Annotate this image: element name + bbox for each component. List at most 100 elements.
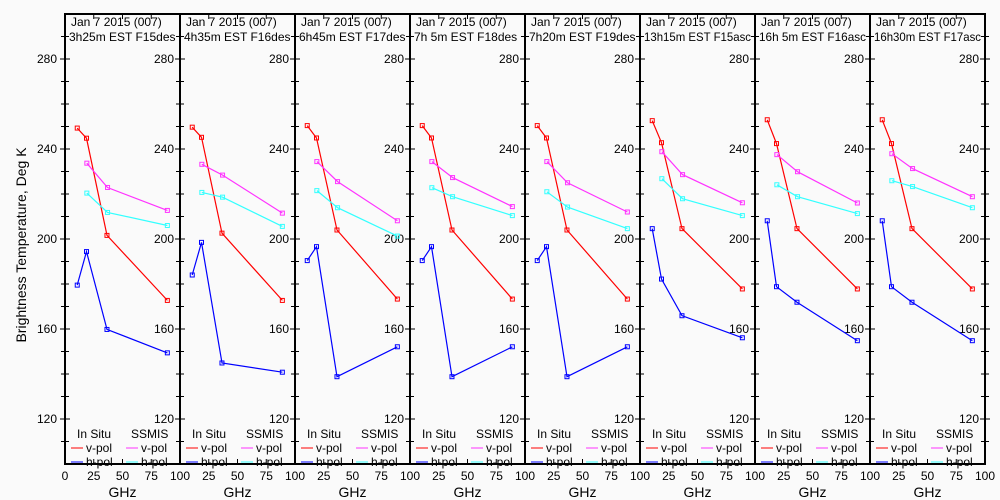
data-point xyxy=(314,244,320,250)
x-axis-label: GHz xyxy=(339,484,367,500)
data-point xyxy=(774,152,780,158)
series-line-ssmis-h-pol xyxy=(86,192,168,227)
data-point xyxy=(969,338,975,344)
data-point xyxy=(889,151,895,157)
data-point xyxy=(334,374,340,380)
panel-1: 0 25 50 75 100 GHz 120 120 160 160 200 200 240 240 280… xyxy=(37,13,190,500)
panel-5: 25 50 75 100 GHz 120 160 200 240 280 Jan 7 2015 (0… xyxy=(524,13,650,500)
legend-label: v-pol xyxy=(316,441,342,455)
y-tick-label: 160 xyxy=(269,322,289,336)
legend-header-ssmis: SSMIS xyxy=(706,427,743,441)
y-tick-label: 280 xyxy=(154,52,174,66)
data-point xyxy=(624,296,630,302)
series-line-ssmis-v-pol xyxy=(546,161,628,213)
x-tick-label: 50 xyxy=(116,469,130,483)
x-tick-label: 75 xyxy=(950,469,964,483)
legend-label: h-pol xyxy=(891,455,918,469)
legend-label: h-pol xyxy=(716,455,743,469)
series-line-ssmis-v-pol xyxy=(891,153,973,198)
y-tick-label: 160 xyxy=(499,322,519,336)
legend-label: v-pol xyxy=(776,441,802,455)
data-point xyxy=(419,123,425,129)
series-line-ssmis-h-pol xyxy=(201,191,283,227)
panel-title-time: 7h 5m EST F18des xyxy=(414,30,517,44)
series-line-in-situ-v-pol xyxy=(421,125,513,300)
y-tick-label: 120 xyxy=(729,412,749,426)
legend-label: h-pol xyxy=(141,455,168,469)
data-point xyxy=(969,194,975,200)
data-point xyxy=(764,117,770,123)
series-line-in-situ-h-pol xyxy=(191,242,283,373)
panel-title-date: Jan 7 2015 (007) xyxy=(876,15,967,29)
data-point xyxy=(509,296,515,302)
data-point xyxy=(795,169,801,175)
data-point xyxy=(105,184,111,190)
panel-title-date: Jan 7 2015 (007) xyxy=(186,15,277,29)
data-point xyxy=(449,227,455,233)
y-tick-label: 280 xyxy=(614,52,634,66)
series-line-in-situ-h-pol xyxy=(421,245,513,378)
y-tick-label: 280 xyxy=(729,52,749,66)
y-tick-label: 280 xyxy=(844,52,864,66)
legend-label: v-pol xyxy=(716,441,742,455)
data-point xyxy=(450,175,456,181)
legend-label: v-pol xyxy=(831,441,857,455)
data-point xyxy=(84,135,90,141)
y-tick-label: 240 xyxy=(959,142,979,156)
data-point xyxy=(335,179,341,185)
y-tick-label: 120 xyxy=(499,412,519,426)
data-point xyxy=(279,297,285,303)
y-tick-label: 200 xyxy=(499,232,519,246)
y-tick-label: 200 xyxy=(269,232,289,246)
y-tick-label: 160 xyxy=(154,322,174,336)
y-tick-label: 240 xyxy=(844,142,864,156)
data-point xyxy=(509,204,515,210)
legend-label: h-pol xyxy=(776,455,803,469)
y-tick-label: 120 xyxy=(37,412,57,426)
x-tick-label: 25 xyxy=(317,469,331,483)
series-line-in-situ-v-pol xyxy=(76,127,168,301)
legend-label: h-pol xyxy=(316,455,343,469)
panel-title-date: Jan 7 2015 (007) xyxy=(531,15,622,29)
legend-label: h-pol xyxy=(86,455,113,469)
data-point xyxy=(74,125,80,131)
data-point xyxy=(649,118,655,124)
data-point xyxy=(764,218,770,224)
x-tick-label: 75 xyxy=(490,469,504,483)
legend-label: v-pol xyxy=(661,441,687,455)
data-point xyxy=(854,286,860,292)
y-tick-label: 280 xyxy=(269,52,289,66)
data-point xyxy=(544,159,550,165)
legend-header-insitu: In Situ xyxy=(767,427,801,441)
y-tick-label: 240 xyxy=(37,142,57,156)
legend-label: h-pol xyxy=(431,455,458,469)
data-point xyxy=(304,123,310,129)
legend-label: v-pol xyxy=(86,441,112,455)
data-point xyxy=(164,207,170,213)
x-tick-label: 100 xyxy=(285,469,305,483)
series-line-ssmis-h-pol xyxy=(316,190,398,237)
legend-header-insitu: In Situ xyxy=(307,427,341,441)
legend-header-insitu: In Situ xyxy=(537,427,571,441)
data-point xyxy=(659,176,665,182)
data-point xyxy=(879,218,885,224)
data-point xyxy=(164,350,170,356)
data-point xyxy=(104,232,110,238)
x-tick-label: 25 xyxy=(662,469,676,483)
data-point xyxy=(394,296,400,302)
data-point xyxy=(105,209,111,215)
data-point xyxy=(624,209,630,215)
data-point xyxy=(854,211,860,217)
data-point xyxy=(220,194,226,200)
series-line-in-situ-h-pol xyxy=(76,249,168,354)
data-point xyxy=(304,258,310,264)
x-axis-label: GHz xyxy=(914,484,942,500)
x-axis-label: GHz xyxy=(684,484,712,500)
legend-label: h-pol xyxy=(201,455,228,469)
data-point xyxy=(565,180,571,186)
data-point xyxy=(314,159,320,165)
x-tick-label: 100 xyxy=(630,469,650,483)
legend-header-insitu: In Situ xyxy=(192,427,226,441)
